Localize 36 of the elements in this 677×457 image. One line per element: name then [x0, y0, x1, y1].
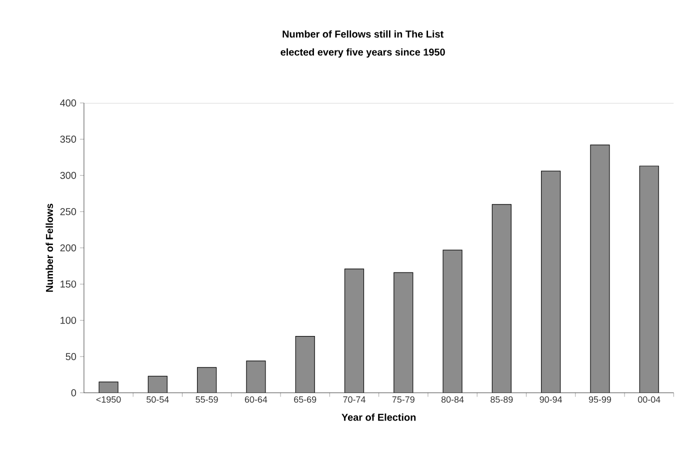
bar	[344, 269, 364, 393]
bar	[246, 361, 266, 393]
y-tick-label: 150	[60, 280, 76, 288]
x-tick-label: 55-59	[196, 396, 218, 403]
y-axis-title: Number of Fellows	[46, 204, 53, 292]
y-tick-label: 400	[60, 100, 76, 107]
chart-subtitle: elected every five years since 1950	[280, 48, 445, 58]
x-tick-label: <1950	[96, 396, 121, 403]
x-tick-label: 75-79	[392, 396, 414, 403]
y-tick-label: 350	[60, 136, 76, 143]
x-tick-label: 65-69	[294, 396, 316, 403]
y-tick-label: 0	[71, 389, 76, 396]
y-tick-label: 100	[60, 316, 76, 324]
bar	[443, 250, 462, 393]
y-tick-label: 300	[60, 172, 76, 180]
bar	[541, 171, 560, 393]
chart-title: Number of Fellows still in The List	[282, 30, 444, 38]
bar	[590, 145, 610, 393]
y-tick-label: 250	[60, 208, 76, 216]
x-tick-label: 50-54	[146, 396, 169, 403]
x-axis-title: Year of Election	[342, 414, 416, 421]
bar	[296, 336, 315, 393]
bar	[148, 376, 168, 393]
x-tick-label: 70-74	[343, 396, 366, 403]
bar	[492, 204, 512, 393]
x-tick-label: 85-89	[490, 396, 513, 403]
y-tick-label: 200	[60, 244, 76, 252]
bar	[394, 272, 413, 393]
x-tick-label: 60-64	[244, 396, 268, 403]
x-tick-label: 90-94	[540, 396, 562, 403]
x-tick-label: 95-99	[588, 396, 612, 403]
y-tick-label: 50	[66, 353, 76, 360]
x-tick-label: 00-04	[638, 396, 660, 403]
x-tick-label: 80-84	[441, 396, 464, 403]
bar	[639, 166, 659, 393]
bar	[197, 368, 216, 393]
